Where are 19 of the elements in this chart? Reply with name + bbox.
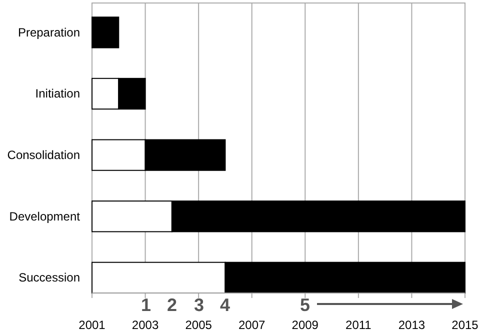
x-tick-label: 2011 — [346, 318, 372, 332]
x-tick-label: 2003 — [132, 318, 159, 332]
text: 5 — [300, 295, 310, 315]
text: 1 — [140, 295, 152, 315]
y-tick-label: Initiation — [35, 86, 80, 101]
x-tick-label: 2007 — [238, 318, 266, 332]
y-tick-label: Preparation — [18, 25, 80, 40]
x-tick-label: 2015 — [452, 318, 479, 332]
text: 2 — [166, 295, 178, 315]
text: 4 — [220, 295, 230, 315]
x-tick-label: 2005 — [185, 318, 212, 332]
x-tick-label: 2009 — [292, 318, 319, 332]
y-tick-label: Consolidation — [7, 148, 80, 162]
text: 3 — [194, 295, 204, 315]
x-tick-label: 2001 — [78, 318, 106, 332]
y-tick-label: Development — [9, 209, 81, 224]
y-tick-label: Succession — [18, 270, 80, 285]
bar — [92, 16, 120, 48]
x-tick-label: 2013 — [398, 318, 426, 332]
